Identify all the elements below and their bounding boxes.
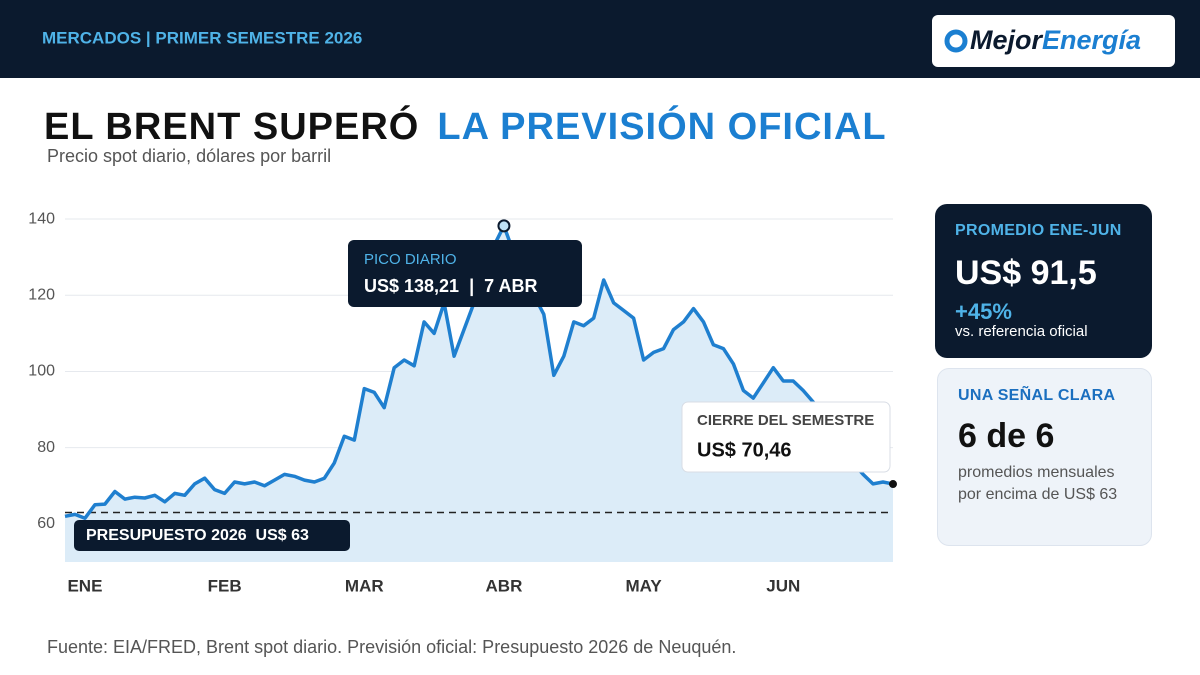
x-tick-label: ENE — [67, 576, 102, 595]
x-tick-label: JUN — [766, 576, 800, 595]
x-tick-label: MAY — [625, 576, 662, 595]
x-tick-label: ABR — [486, 576, 523, 595]
y-tick-label: 100 — [28, 363, 55, 380]
subtitle: Precio spot diario, dólares por barril — [47, 146, 331, 166]
card-note: vs. referencia oficial — [955, 323, 1088, 340]
annotation-box — [348, 240, 582, 307]
logo-icon — [944, 29, 968, 53]
section-label: MERCADOS | PRIMER SEMESTRE 2026 — [42, 28, 362, 47]
card-value: 6 de 6 — [958, 417, 1055, 455]
reference-label: PRESUPUESTO 2026 US$ 63 — [86, 527, 309, 544]
y-tick-label: 140 — [28, 210, 55, 227]
summary-card: UNA SEÑAL CLARA 6 de 6 promedios mensual… — [937, 368, 1152, 546]
annotation-title: CIERRE DEL SEMESTRE — [697, 412, 874, 429]
annotation-box — [681, 401, 891, 473]
footer: Fuente: EIA/FRED, Brent spot diario. Pre… — [47, 637, 736, 657]
x-tick-label: MAR — [345, 576, 384, 595]
logo-box — [932, 15, 1175, 67]
close-marker — [889, 480, 897, 489]
y-tick-label: 80 — [37, 439, 55, 456]
annotation-title: PICO DIARIO — [364, 251, 457, 268]
y-tick-label: 60 — [37, 515, 55, 532]
card-title: UNA SEÑAL CLARA — [958, 387, 1116, 404]
card-note: promedios mensuales por encima de US$ 63 — [958, 464, 1118, 503]
reference-label-box — [74, 520, 350, 551]
logo-part: Energía — [1042, 25, 1141, 55]
card-change: +45% — [955, 299, 1012, 324]
x-tick-label: FEB — [208, 576, 242, 595]
title-highlight: LA PREVISIÓN OFICIAL — [437, 104, 886, 148]
summary-card: PROMEDIO ENE-JUN US$ 91,5 +45% vs. refer… — [935, 204, 1152, 358]
y-tick-label: 120 — [28, 286, 55, 303]
logo-part: Mejor — [970, 25, 1044, 55]
peak-marker — [497, 219, 511, 233]
logo: MejorEnergía — [970, 25, 1141, 55]
card-title: PROMEDIO ENE-JUN — [955, 222, 1122, 239]
area — [65, 225, 893, 562]
annotation-text: US$ 138,21 | 7 ABR — [364, 276, 537, 296]
chart-title: EL BRENT SUPERÓ LA PREVISIÓN OFICIAL — [44, 104, 887, 148]
title-main: EL BRENT SUPERÓ — [44, 104, 419, 148]
card-value: US$ 91,5 — [955, 254, 1097, 292]
annotation-text: US$ 70,46 — [697, 439, 792, 461]
